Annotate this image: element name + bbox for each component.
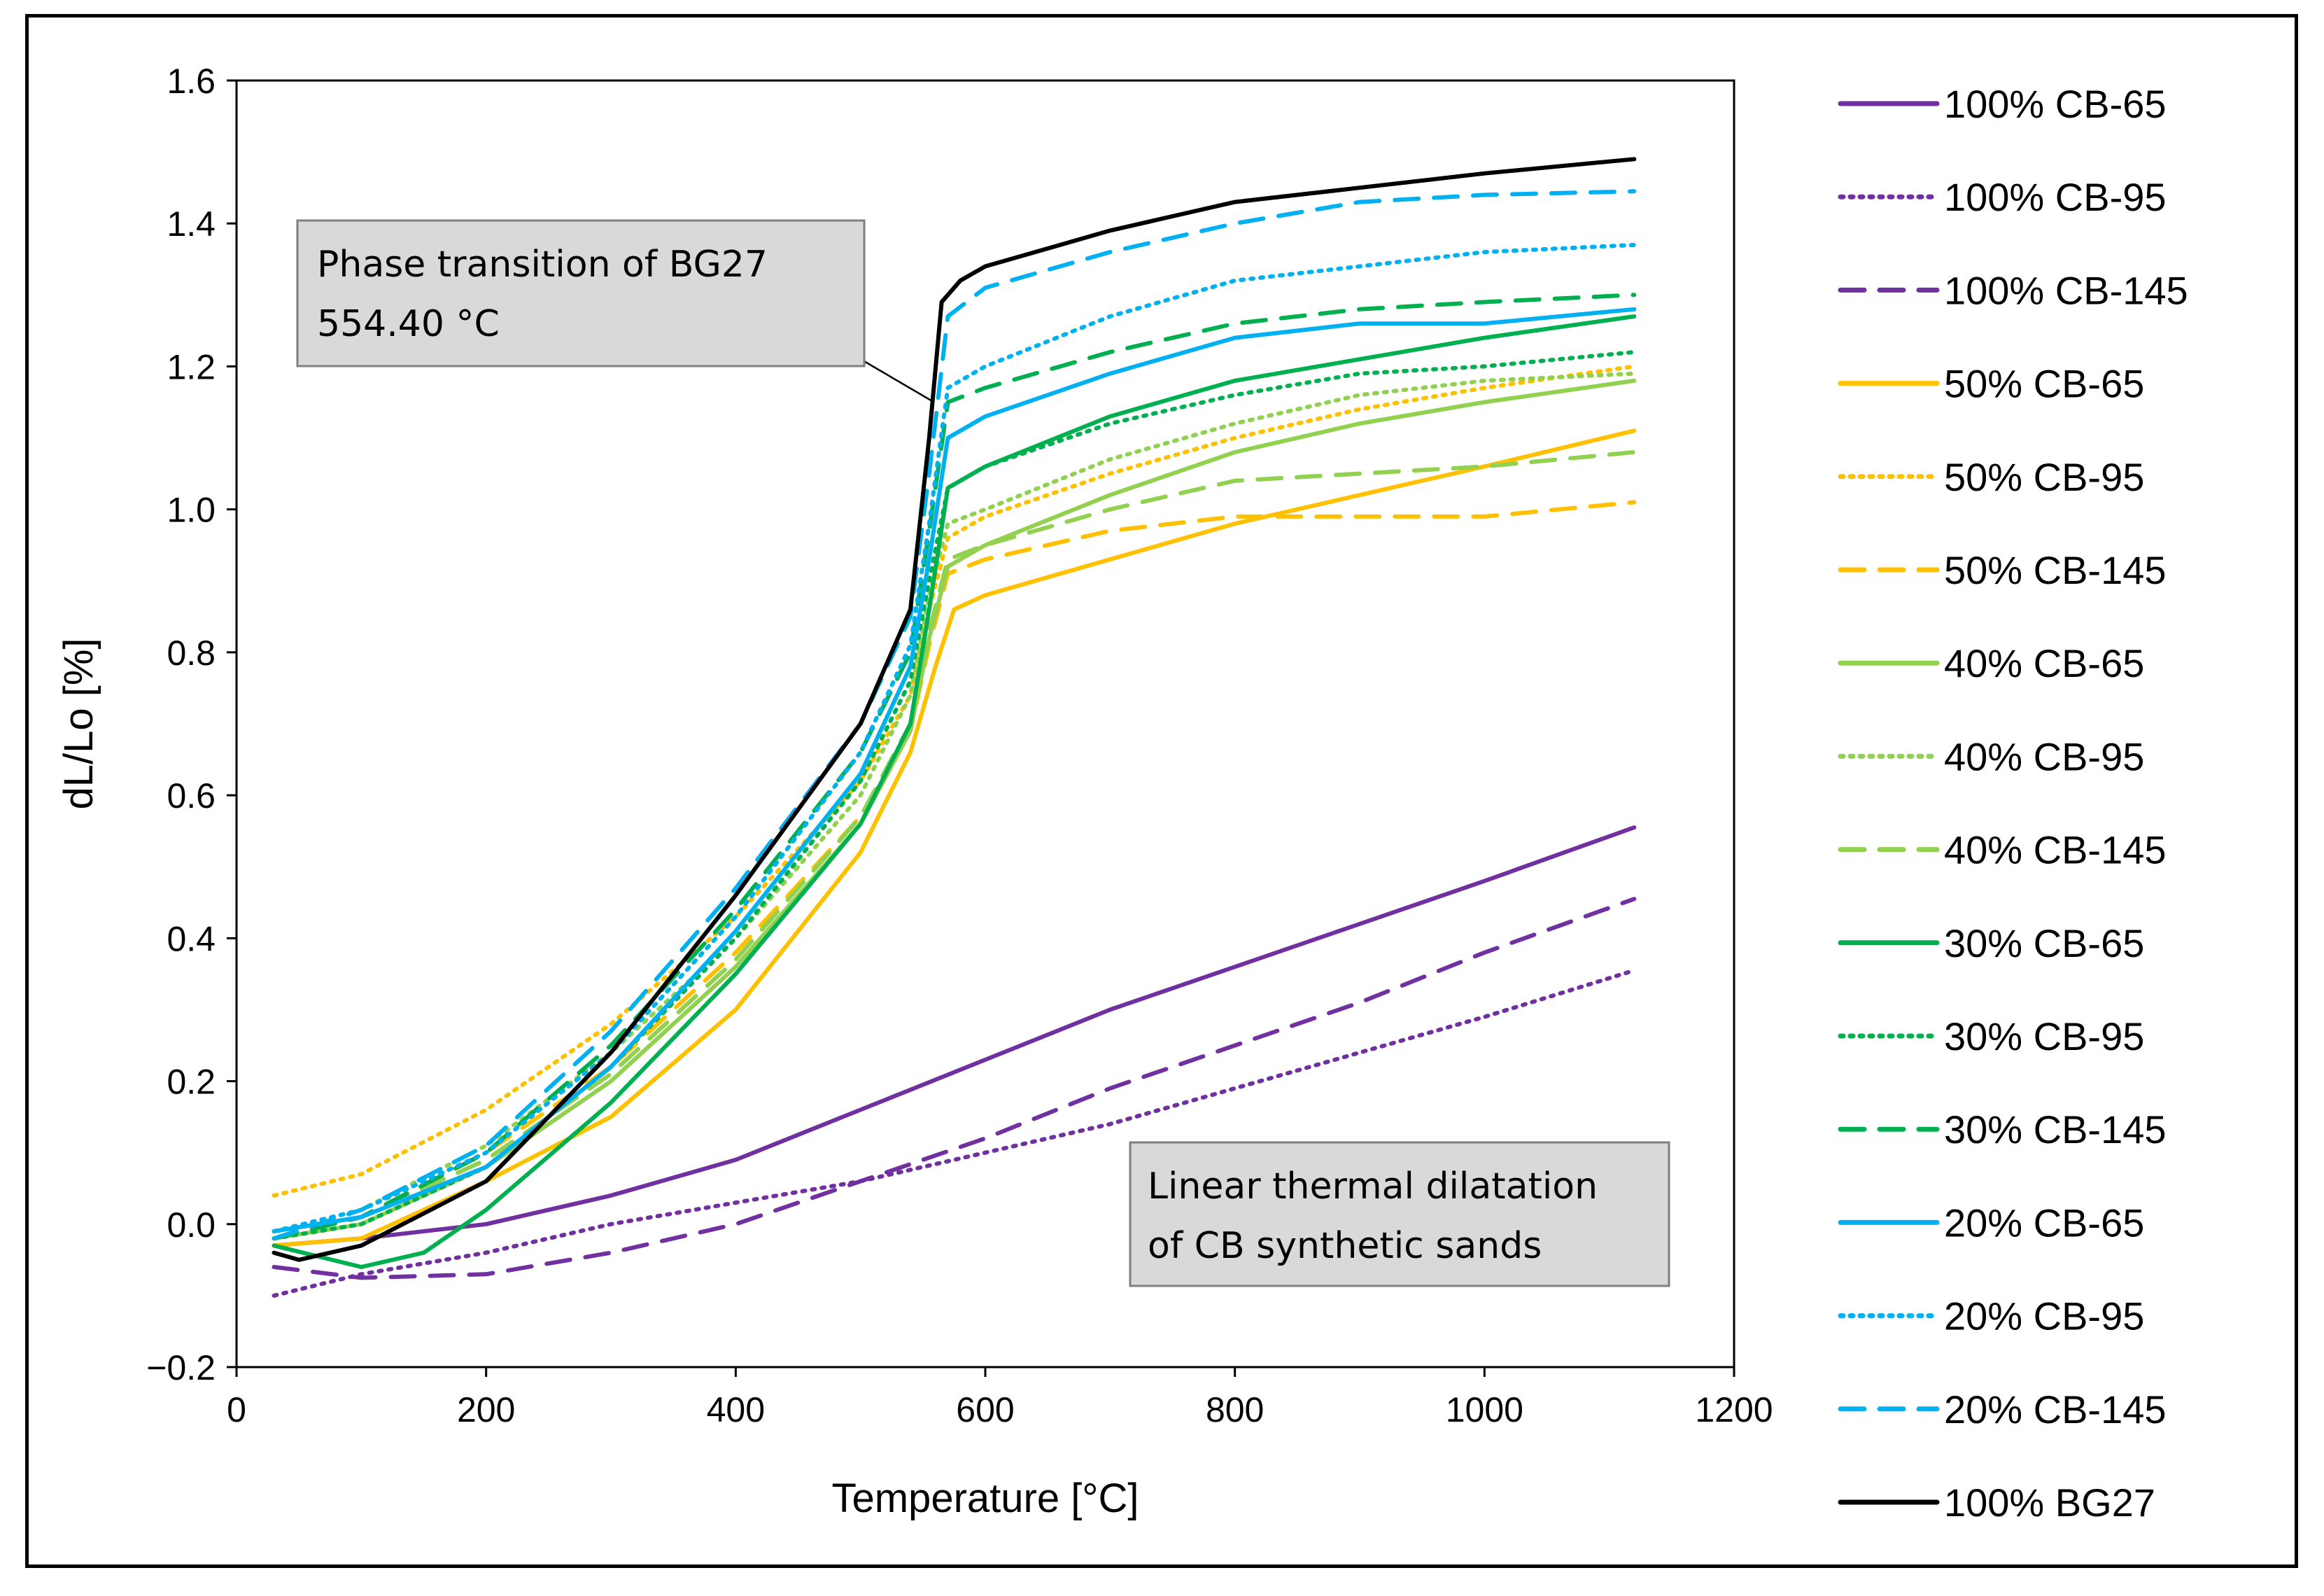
x-tick-label: 0 xyxy=(227,1390,246,1429)
legend-label-3: 100% CB-145 xyxy=(1944,268,2188,312)
legend-label-14: 20% CB-95 xyxy=(1944,1294,2144,1338)
legend-label-15: 20% CB-145 xyxy=(1944,1387,2167,1432)
y-tick-label: 1.2 xyxy=(167,347,216,386)
annotation-leader-line xyxy=(862,359,935,403)
legend-label-16: 100% BG27 xyxy=(1944,1480,2155,1525)
annotation-layer: Phase transition of BG27 554.40 °C Linear … xyxy=(296,219,1670,1287)
x-tick-label: 600 xyxy=(956,1390,1014,1429)
y-axis-title: dL/Lo [%] xyxy=(56,638,101,809)
x-tick-label: 1000 xyxy=(1446,1390,1523,1429)
series-line-15 xyxy=(272,189,1637,1241)
y-tick-label: 0.0 xyxy=(167,1205,216,1245)
series-line-3 xyxy=(272,897,1637,1280)
annotation-text-phase: 554.40 °C xyxy=(317,303,500,345)
legend-label-4: 50% CB-65 xyxy=(1944,362,2144,406)
legend-label-6: 50% CB-145 xyxy=(1944,548,2167,592)
y-tick-label: −0.2 xyxy=(146,1348,216,1387)
legend-label-9: 40% CB-145 xyxy=(1944,828,2167,872)
series-line-5 xyxy=(272,364,1637,1198)
y-tick-label: 1.6 xyxy=(167,62,216,101)
y-tick-label: 0.8 xyxy=(167,634,216,673)
legend-label-5: 50% CB-95 xyxy=(1944,455,2144,499)
series-line-13 xyxy=(272,307,1637,1233)
series-line-10 xyxy=(272,314,1637,1269)
legend: 100% CB-65 100% CB-95 100% CB-145 50% CB-65… xyxy=(1838,82,2188,1525)
x-tick-label: 800 xyxy=(1206,1390,1264,1429)
legend-label-13: 20% CB-65 xyxy=(1944,1200,2144,1245)
legend-label-1: 100% CB-65 xyxy=(1944,82,2167,126)
annotation-text-phase: Phase transition of BG27 xyxy=(317,244,768,286)
x-tick-label: 400 xyxy=(707,1390,765,1429)
legend-label-2: 100% CB-95 xyxy=(1944,175,2167,219)
legend-label-8: 40% CB-95 xyxy=(1944,734,2144,778)
y-tick-label: 0.4 xyxy=(167,919,216,958)
annotation-text-linear: of CB synthetic sands xyxy=(1148,1225,1542,1267)
legend-label-11: 30% CB-95 xyxy=(1944,1014,2144,1058)
legend-label-7: 40% CB-65 xyxy=(1944,641,2144,685)
annotation-text-linear: Linear thermal dilatation xyxy=(1148,1166,1598,1208)
series-line-14 xyxy=(272,242,1637,1233)
series-line-2 xyxy=(272,968,1637,1298)
y-tick-label: 0.6 xyxy=(167,776,216,816)
annotation-box-linear xyxy=(1129,1141,1670,1287)
axes-layer: 0 200 400 600 800 1000 1200 −0.2 0.0 0.2 0.4 0.6 0.8… xyxy=(56,62,1773,1521)
legend-label-12: 30% CB-145 xyxy=(1944,1107,2167,1152)
x-tick-label: 200 xyxy=(457,1390,515,1429)
annotation-box-phase xyxy=(296,219,866,368)
legend-label-10: 30% CB-65 xyxy=(1944,921,2144,965)
y-tick-label: 1.0 xyxy=(167,491,216,530)
y-tick-label: 1.4 xyxy=(167,204,216,244)
series-layer xyxy=(272,157,1637,1298)
series-line-16 xyxy=(272,157,1637,1262)
x-axis-title: Temperature [°C] xyxy=(831,1476,1139,1521)
series-line-12 xyxy=(272,293,1637,1241)
x-tick-label: 1200 xyxy=(1695,1390,1773,1429)
series-line-4 xyxy=(272,428,1637,1248)
y-tick-label: 0.2 xyxy=(167,1063,216,1102)
